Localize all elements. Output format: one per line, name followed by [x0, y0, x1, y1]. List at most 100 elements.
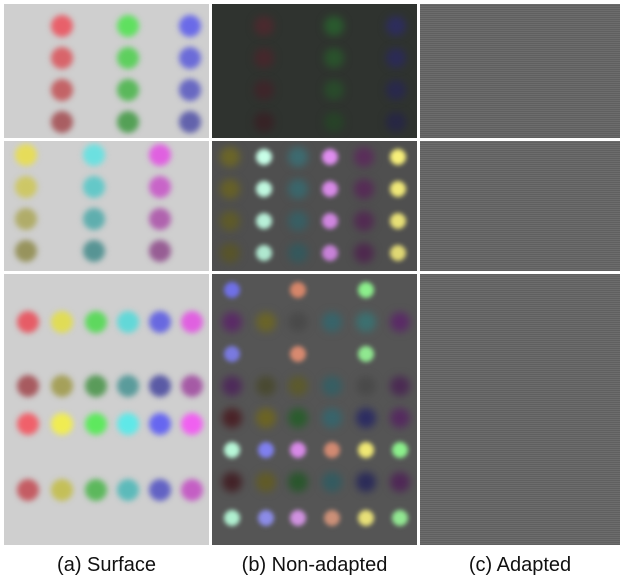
dot: [358, 510, 374, 526]
dot: [256, 312, 276, 332]
dot: [224, 346, 240, 362]
dot: [149, 413, 171, 435]
dot: [386, 112, 406, 132]
dot: [288, 472, 308, 492]
dot: [85, 413, 107, 435]
dot: [220, 179, 240, 199]
dot: [222, 408, 242, 428]
dot: [51, 15, 73, 37]
dot: [354, 147, 374, 167]
dot: [356, 376, 376, 396]
dot: [17, 413, 39, 435]
dot: [149, 144, 171, 166]
dot: [117, 15, 139, 37]
dot: [181, 311, 203, 333]
dot: [288, 211, 308, 231]
dot: [254, 112, 274, 132]
caption-non-adapted: (b) Non-adapted: [241, 554, 388, 576]
dot: [51, 413, 73, 435]
dot: [256, 181, 272, 197]
dot: [288, 408, 308, 428]
dot: [290, 510, 306, 526]
dot: [356, 472, 376, 492]
dot: [181, 413, 203, 435]
dot: [179, 79, 201, 101]
dot: [288, 179, 308, 199]
dot: [17, 311, 39, 333]
dot: [51, 311, 73, 333]
dot: [324, 80, 344, 100]
dot: [149, 240, 171, 262]
dot: [179, 111, 201, 133]
dot: [149, 311, 171, 333]
dot: [390, 408, 410, 428]
dot: [224, 282, 240, 298]
dot: [354, 179, 374, 199]
dot: [390, 312, 410, 332]
dot: [83, 176, 105, 198]
dot: [15, 240, 37, 262]
dot: [181, 375, 203, 397]
dot: [220, 211, 240, 231]
dot: [83, 208, 105, 230]
dot: [356, 408, 376, 428]
dot: [254, 80, 274, 100]
dot: [390, 245, 406, 261]
surface-panel-row-1: [4, 4, 209, 138]
dot: [324, 112, 344, 132]
dot: [322, 408, 342, 428]
dot: [222, 472, 242, 492]
dot: [15, 208, 37, 230]
dot: [15, 144, 37, 166]
non-adapted-panel-row-3: [212, 274, 417, 545]
dot: [224, 510, 240, 526]
dot: [322, 181, 338, 197]
dot: [51, 111, 73, 133]
dot: [288, 147, 308, 167]
dot: [386, 48, 406, 68]
dot: [290, 346, 306, 362]
dot: [258, 442, 274, 458]
dot: [179, 47, 201, 69]
dot: [324, 16, 344, 36]
figure-grid: [4, 4, 620, 545]
dot: [324, 510, 340, 526]
dot: [390, 181, 406, 197]
caption-row: (a) Surface (b) Non-adapted (c) Adapted: [4, 552, 620, 578]
dot: [256, 472, 276, 492]
dot: [324, 48, 344, 68]
dot: [254, 48, 274, 68]
dot: [179, 15, 201, 37]
dot: [117, 413, 139, 435]
dot: [117, 79, 139, 101]
caption-adapted: (c) Adapted: [468, 554, 572, 576]
dot: [149, 375, 171, 397]
dot: [222, 376, 242, 396]
dot: [224, 442, 240, 458]
dot: [181, 479, 203, 501]
dot: [256, 149, 272, 165]
dot: [85, 479, 107, 501]
dot: [149, 208, 171, 230]
dot: [258, 510, 274, 526]
dot: [117, 375, 139, 397]
dot: [386, 16, 406, 36]
dot: [254, 16, 274, 36]
dot: [324, 442, 340, 458]
dot: [390, 213, 406, 229]
dot: [390, 472, 410, 492]
dot: [256, 245, 272, 261]
dot: [149, 176, 171, 198]
dot: [51, 479, 73, 501]
dot: [256, 408, 276, 428]
non-adapted-panel-row-2: [212, 141, 417, 271]
dot: [390, 149, 406, 165]
dot: [256, 376, 276, 396]
dot: [117, 47, 139, 69]
dot: [117, 311, 139, 333]
adapted-panel-row-3: [420, 274, 620, 545]
dot: [51, 79, 73, 101]
dot: [288, 243, 308, 263]
dot: [85, 375, 107, 397]
dot: [51, 47, 73, 69]
